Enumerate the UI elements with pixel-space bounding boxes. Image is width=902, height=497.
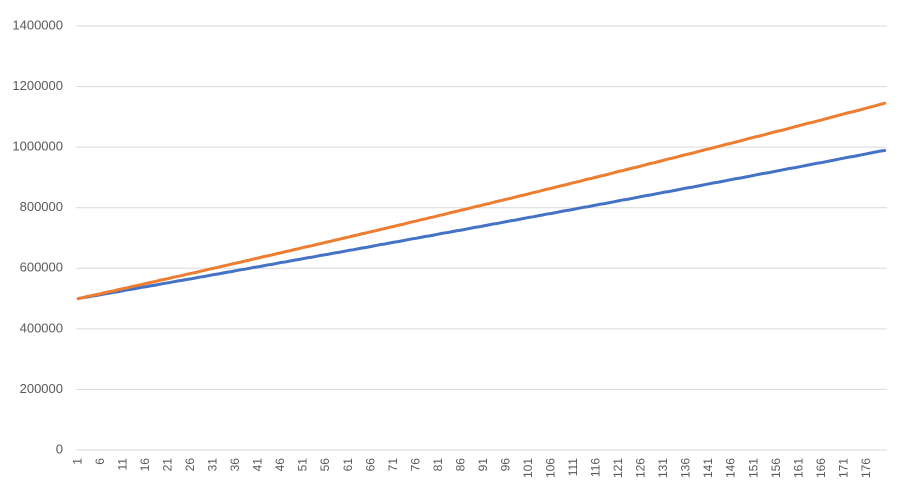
x-tick-label: 56 xyxy=(318,458,332,472)
x-tick-label: 21 xyxy=(161,458,175,472)
x-tick-label: 86 xyxy=(453,458,467,472)
x-tick-label: 1 xyxy=(70,458,84,465)
x-tick-label: 71 xyxy=(386,458,400,472)
y-tick-label: 200000 xyxy=(20,381,63,396)
x-tick-label: 61 xyxy=(341,458,355,472)
x-tick-label: 11 xyxy=(115,458,129,471)
x-tick-label: 141 xyxy=(701,458,715,478)
y-tick-label: 600000 xyxy=(20,260,63,275)
x-tick-label: 76 xyxy=(408,458,422,472)
x-tick-label: 96 xyxy=(498,458,512,472)
x-tick-label: 116 xyxy=(589,458,603,477)
x-tick-label: 91 xyxy=(476,458,490,472)
x-tick-label: 136 xyxy=(679,458,693,478)
x-tick-label: 176 xyxy=(859,458,873,478)
x-tick-label: 126 xyxy=(634,458,648,478)
series-line xyxy=(76,101,887,301)
x-tick-label: 151 xyxy=(746,458,760,478)
x-tick-label: 26 xyxy=(183,458,197,472)
x-tick-label: 121 xyxy=(611,458,625,478)
x-tick-label: 156 xyxy=(769,458,783,478)
y-tick-label: 400000 xyxy=(20,320,63,335)
x-tick-label: 131 xyxy=(656,458,670,478)
series-line xyxy=(76,148,887,301)
y-tick-label: 1000000 xyxy=(12,139,63,154)
x-tick-label: 31 xyxy=(206,458,220,472)
x-tick-label: 46 xyxy=(273,458,287,472)
x-tick-label: 81 xyxy=(431,458,445,472)
y-tick-label: 800000 xyxy=(20,199,63,214)
x-tick-label: 16 xyxy=(138,458,152,472)
x-tick-label: 106 xyxy=(544,458,558,478)
y-tick-label: 1200000 xyxy=(12,78,63,93)
x-tick-label: 146 xyxy=(724,458,738,478)
x-tick-label: 166 xyxy=(814,458,828,478)
x-tick-label: 51 xyxy=(296,458,310,472)
x-tick-label: 101 xyxy=(521,458,535,478)
y-tick-label: 1400000 xyxy=(12,17,63,32)
y-tick-label: 0 xyxy=(56,441,63,456)
x-tick-label: 36 xyxy=(228,458,242,472)
x-tick-label: 66 xyxy=(363,458,377,472)
x-tick-label: 6 xyxy=(93,458,107,465)
x-tick-label: 161 xyxy=(791,458,805,478)
x-tick-label: 171 xyxy=(836,458,850,478)
x-tick-label: 111 xyxy=(566,458,580,477)
x-tick-label: 41 xyxy=(251,458,265,472)
